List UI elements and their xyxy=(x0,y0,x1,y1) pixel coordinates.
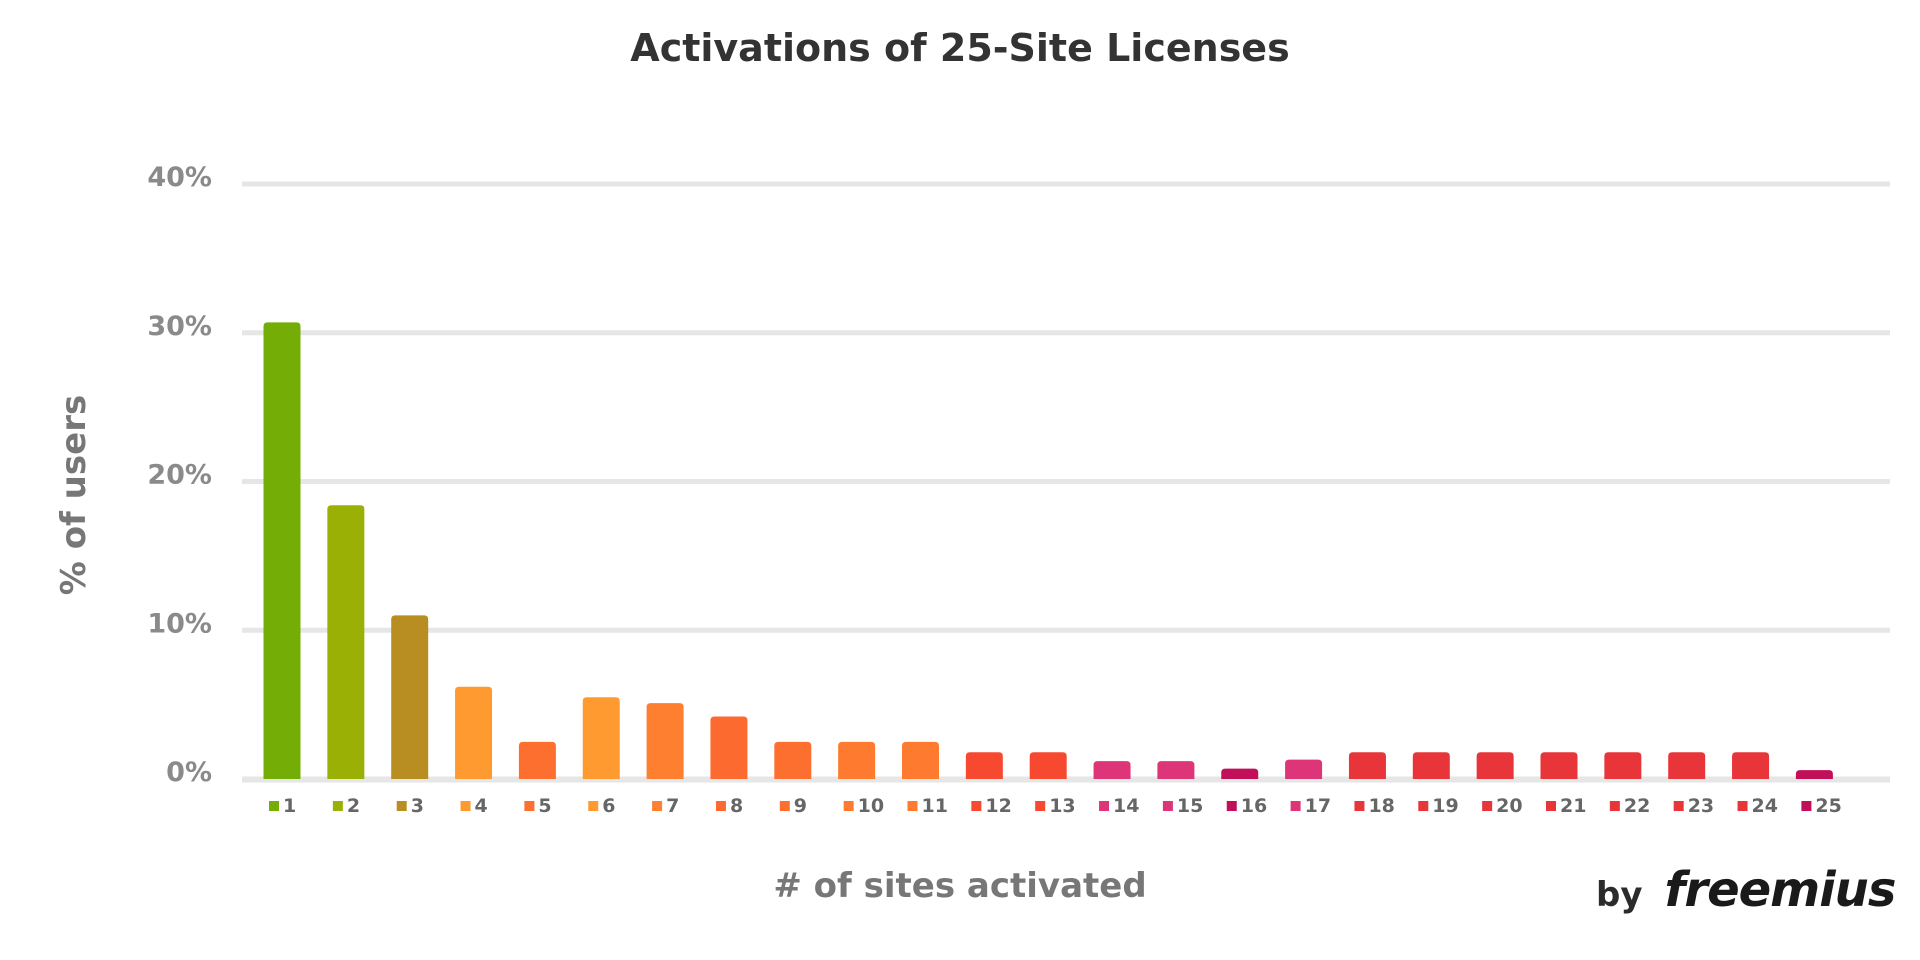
legend-label: 4 xyxy=(475,795,488,817)
bar xyxy=(965,752,1003,779)
legend-label: 7 xyxy=(666,795,679,817)
y-tick-label: 0% xyxy=(166,757,212,788)
bar xyxy=(1476,752,1514,779)
legend-swatch xyxy=(269,801,279,811)
legend-swatch xyxy=(715,801,726,811)
legend-label: 15 xyxy=(1177,795,1203,817)
legend-label: 12 xyxy=(985,795,1011,817)
legend-swatch xyxy=(1546,801,1556,811)
legend-label: 19 xyxy=(1432,795,1458,817)
legend-swatch xyxy=(588,801,599,811)
bar xyxy=(838,741,876,779)
legend-swatch xyxy=(524,801,535,811)
y-tick-label: 10% xyxy=(147,608,212,639)
legend-label: 23 xyxy=(1688,795,1714,817)
bar xyxy=(327,505,365,779)
legend-label: 2 xyxy=(347,795,360,817)
freemius-logo: by freemius xyxy=(1596,862,1897,918)
legend-swatch xyxy=(971,801,982,811)
bar xyxy=(1221,768,1259,779)
legend-swatch xyxy=(332,801,343,811)
bar xyxy=(1285,759,1323,779)
legend-label: 3 xyxy=(411,795,424,817)
legend-swatch xyxy=(1290,801,1301,811)
bar xyxy=(1668,752,1706,779)
bar xyxy=(1604,752,1642,779)
brand-logo-text: freemius xyxy=(1664,862,1897,918)
legend-label: 25 xyxy=(1815,795,1841,817)
bar xyxy=(1795,770,1833,779)
y-tick-label: 30% xyxy=(147,311,212,342)
legend-swatch xyxy=(1609,801,1620,811)
legend-swatch xyxy=(1035,801,1046,811)
legend-label: 8 xyxy=(730,795,743,817)
legend-swatch xyxy=(1162,801,1173,811)
legend-swatch xyxy=(1226,801,1237,811)
brand-by-text: by xyxy=(1596,875,1643,915)
legend-swatch xyxy=(779,801,790,811)
legend-label: 11 xyxy=(922,795,948,817)
legend-swatch xyxy=(460,801,471,811)
legend-label: 22 xyxy=(1624,795,1650,817)
bar xyxy=(455,686,493,779)
legend-label: 10 xyxy=(858,795,884,817)
legend-swatch xyxy=(1673,801,1684,811)
legend-swatch xyxy=(396,801,407,811)
bar xyxy=(582,697,620,779)
legend-label: 13 xyxy=(1049,795,1075,817)
legend-swatch xyxy=(1737,801,1748,811)
legend-swatch xyxy=(1354,801,1365,811)
legend-label: 21 xyxy=(1560,795,1586,817)
legend-swatch xyxy=(1418,801,1429,811)
x-axis-label: # of sites activated xyxy=(773,866,1147,906)
bar xyxy=(902,741,939,779)
bar xyxy=(1029,752,1067,779)
legend-label: 5 xyxy=(538,795,551,817)
bar xyxy=(1348,752,1386,779)
legend-label: 16 xyxy=(1241,795,1267,817)
bar xyxy=(518,741,556,779)
legend-label: 20 xyxy=(1496,795,1522,817)
legend-swatch xyxy=(1801,801,1812,811)
legend-label: 18 xyxy=(1368,795,1394,817)
bar xyxy=(1093,761,1131,779)
y-tick-label: 40% xyxy=(147,162,212,193)
bar xyxy=(1732,752,1770,779)
bar xyxy=(1540,752,1578,779)
bar xyxy=(263,322,301,779)
bar xyxy=(646,703,684,779)
legend-label: 17 xyxy=(1305,795,1331,817)
legend-swatch xyxy=(907,801,918,811)
chart-title: Activations of 25-Site Licenses xyxy=(630,26,1290,70)
legend-swatch xyxy=(843,801,854,811)
bar xyxy=(1157,761,1195,779)
legend-swatch xyxy=(652,801,663,811)
y-tick-label: 20% xyxy=(147,460,212,491)
legend-label: 24 xyxy=(1752,795,1778,817)
bar xyxy=(710,716,748,779)
legend-label: 1 xyxy=(283,795,296,817)
legend-swatch xyxy=(1482,801,1493,811)
legend-label: 14 xyxy=(1113,795,1139,817)
bar xyxy=(391,615,429,779)
legend-label: 9 xyxy=(794,795,807,817)
bar xyxy=(774,741,812,779)
legend-label: 6 xyxy=(602,795,615,817)
bar xyxy=(1412,752,1450,779)
legend-swatch xyxy=(1099,801,1110,811)
